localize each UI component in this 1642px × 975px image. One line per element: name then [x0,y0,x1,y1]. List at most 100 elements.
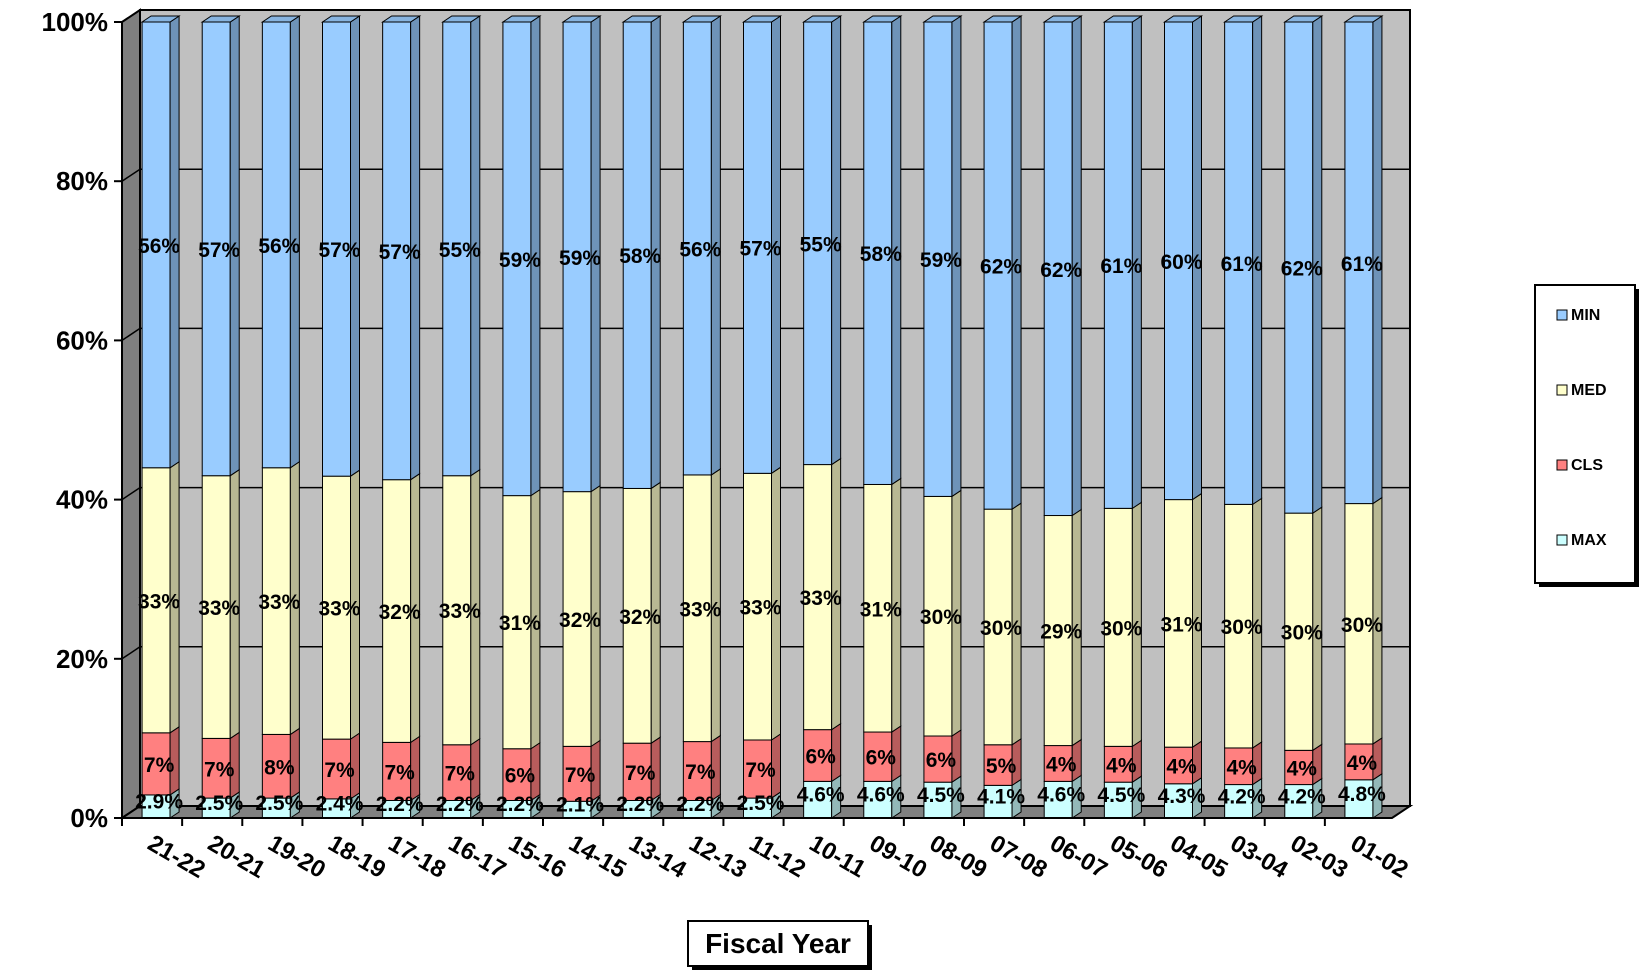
data-label-max: 2.2% [616,793,664,816]
bar-segment-cls [322,738,351,800]
bar-segment-min [1284,21,1314,514]
x-tick-label: 08-09 [925,830,992,884]
data-label-min: 57% [198,239,240,262]
legend-swatch-cls [1556,459,1568,471]
bar-top [1102,15,1144,23]
bar-segment-cls [502,748,532,801]
data-label-cls: 4% [1226,756,1257,779]
legend-swatch-min [1556,309,1568,321]
bar-top [621,15,662,23]
x-tick-label: 18-19 [324,830,391,884]
data-label-med: 32% [559,609,601,632]
bar-segment-min [442,21,472,477]
data-label-med: 30% [980,617,1022,640]
y-tick-label: 0% [70,803,108,833]
legend-frame [1534,284,1636,584]
x-tick-label: 10-11 [805,830,871,883]
y-tick-label: 100% [42,7,109,37]
data-label-min: 61% [1100,255,1142,278]
data-label-med: 30% [1281,622,1323,645]
bar-segment-med [743,472,772,741]
data-label-med: 29% [1040,621,1082,644]
data-label-max: 2.4% [316,792,364,815]
data-label-cls: 4% [1347,752,1378,775]
bar-top [320,15,362,23]
bar-segment-cls [803,729,833,782]
bar-segment-cls [863,731,893,782]
data-label-min: 57% [739,238,781,261]
data-label-cls: 6% [505,765,536,788]
data-label-med: 30% [1341,614,1383,637]
data-label-max: 4.6% [1037,784,1085,807]
data-label-cls: 7% [565,764,596,787]
data-label-min: 58% [619,245,661,268]
data-label-cls: 4% [1106,754,1137,777]
gridline-diag [121,168,141,182]
bar-segment-med [863,483,893,733]
data-label-max: 2.5% [255,792,303,815]
data-label-cls: 6% [805,746,836,769]
data-label-cls: 6% [866,747,897,770]
data-label-med: 33% [739,597,781,620]
bar-top [982,15,1023,23]
data-label-med: 32% [619,606,661,629]
data-label-cls: 7% [445,763,476,786]
x-tick-label: 01-02 [1346,830,1413,884]
x-tick-label: 06-07 [1045,830,1112,884]
x-tick-label: 03-04 [1226,830,1293,884]
data-label-max: 4.8% [1338,783,1386,806]
data-label-med: 30% [1100,617,1142,640]
y-tick-label: 20% [56,644,108,674]
data-label-max: 4.5% [1097,784,1145,807]
data-label-max: 2.1% [556,794,604,817]
x-axis-title-frame [687,920,869,967]
bar-segment-min [502,21,532,497]
data-label-med: 33% [439,600,481,623]
bar-segment-med [1344,503,1374,745]
data-label-cls: 4% [1166,755,1197,778]
data-label-med: 30% [1221,616,1263,639]
data-label-max: 2.2% [496,793,544,816]
bar-top [922,15,963,23]
bar-segment-med [562,491,592,747]
bar-segment-med [1224,503,1254,749]
bar-segment-min [261,21,291,469]
data-label-min: 56% [258,235,300,258]
data-label-cls: 7% [204,758,235,781]
data-label-min: 60% [1160,251,1202,274]
bar-segment-cls [682,741,712,801]
x-tick-label: 14-15 [564,830,631,884]
data-label-min: 61% [1341,253,1383,276]
side-wall [121,8,141,820]
data-label-cls: 7% [625,762,656,785]
bar-segment-min [743,21,772,474]
legend: MIN MED CLS MAX [1534,284,1639,587]
bar-top [1162,15,1204,23]
data-label-max: 2.5% [195,792,243,815]
bar-segment-min [322,21,351,477]
bar-segment-min [622,21,652,489]
data-label-cls: 7% [324,759,355,782]
bar-top [260,15,302,23]
data-label-min: 59% [559,247,601,270]
x-tick-label: 19-20 [263,830,330,884]
bar-segment-cls [983,744,1013,786]
bar-segment-min [141,21,171,469]
x-tick-label: 11-12 [745,830,811,883]
data-label-max: 2.5% [737,792,785,815]
bar-segment-cls [1344,743,1374,781]
x-tick-label: 12-13 [684,830,751,884]
data-label-cls: 4% [1287,757,1318,780]
data-label-med: 33% [679,598,721,621]
y-tick-label: 40% [56,485,108,515]
data-label-med: 31% [1160,613,1202,636]
bar-segment-min [201,21,231,477]
bar-top [1222,15,1264,23]
bar-segment-min [983,21,1013,510]
x-tick-label: 17-18 [384,830,451,884]
x-tick-label: 04-05 [1166,830,1233,884]
gridline-diag [121,646,141,660]
bar-segment-med [1164,499,1193,748]
data-label-min: 62% [1040,259,1082,282]
data-label-cls: 5% [986,755,1017,778]
